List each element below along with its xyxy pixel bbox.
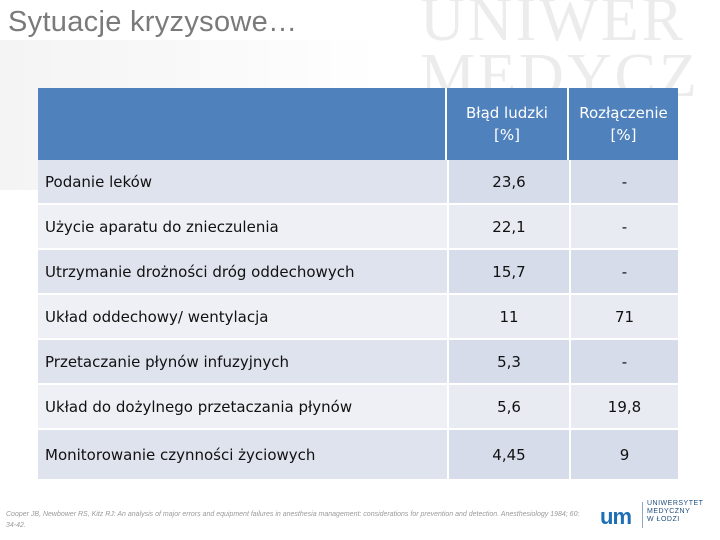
logo-divider bbox=[642, 502, 643, 528]
error-statistics-table: Błąd ludzki [%] Rozłączenie [%] Podanie … bbox=[38, 88, 678, 481]
header-disconnection: Rozłączenie [%] bbox=[569, 88, 678, 160]
table-row: Utrzymanie drożności dróg oddechowych 15… bbox=[38, 250, 678, 295]
human-error-value: 4,45 bbox=[447, 430, 569, 481]
logo-text: UNIWERSYTET MEDYCZNY W ŁODZI bbox=[647, 500, 704, 523]
disconnection-value: - bbox=[569, 340, 678, 385]
human-error-value: 11 bbox=[447, 295, 569, 340]
disconnection-value: - bbox=[569, 160, 678, 205]
header-human-error: Błąd ludzki [%] bbox=[447, 88, 569, 160]
table-row: Układ do dożylnego przetaczania płynów 5… bbox=[38, 385, 678, 430]
row-label: Użycie aparatu do znieczulenia bbox=[38, 205, 447, 250]
human-error-value: 15,7 bbox=[447, 250, 569, 295]
human-error-value: 5,3 bbox=[447, 340, 569, 385]
table-row: Podanie leków 23,6 - bbox=[38, 160, 678, 205]
table-row: Przetaczanie płynów infuzyjnych 5,3 - bbox=[38, 340, 678, 385]
disconnection-value: 71 bbox=[569, 295, 678, 340]
row-label: Monitorowanie czynności życiowych bbox=[38, 430, 447, 481]
row-label: Przetaczanie płynów infuzyjnych bbox=[38, 340, 447, 385]
row-label: Układ do dożylnego przetaczania płynów bbox=[38, 385, 447, 430]
row-label: Utrzymanie drożności dróg oddechowych bbox=[38, 250, 447, 295]
citation-footnote: Cooper JB, Newbower RS, Kitz RJ: An anal… bbox=[6, 511, 580, 529]
row-label: Układ oddechowy/ wentylacja bbox=[38, 295, 447, 340]
slide-title: Sytuacje kryzysowe… bbox=[8, 6, 298, 38]
table-row: Monitorowanie czynności życiowych 4,45 9 bbox=[38, 430, 678, 481]
logo-mark: um bbox=[600, 504, 632, 529]
disconnection-value: - bbox=[569, 205, 678, 250]
disconnection-value: 9 bbox=[569, 430, 678, 481]
university-logo: um UNIWERSYTET MEDYCZNY W ŁODZI bbox=[600, 498, 712, 532]
table-row: Układ oddechowy/ wentylacja 11 71 bbox=[38, 295, 678, 340]
table-row: Użycie aparatu do znieczulenia 22,1 - bbox=[38, 205, 678, 250]
table-header-row: Błąd ludzki [%] Rozłączenie [%] bbox=[38, 88, 678, 160]
row-label: Podanie leków bbox=[38, 160, 447, 205]
disconnection-value: - bbox=[569, 250, 678, 295]
header-empty-cell bbox=[38, 88, 447, 160]
human-error-value: 22,1 bbox=[447, 205, 569, 250]
human-error-value: 5,6 bbox=[447, 385, 569, 430]
header-disconnection-label: Rozłączenie [%] bbox=[579, 104, 668, 144]
disconnection-value: 19,8 bbox=[569, 385, 678, 430]
human-error-value: 23,6 bbox=[447, 160, 569, 205]
header-human-error-label: Błąd ludzki [%] bbox=[466, 104, 548, 144]
